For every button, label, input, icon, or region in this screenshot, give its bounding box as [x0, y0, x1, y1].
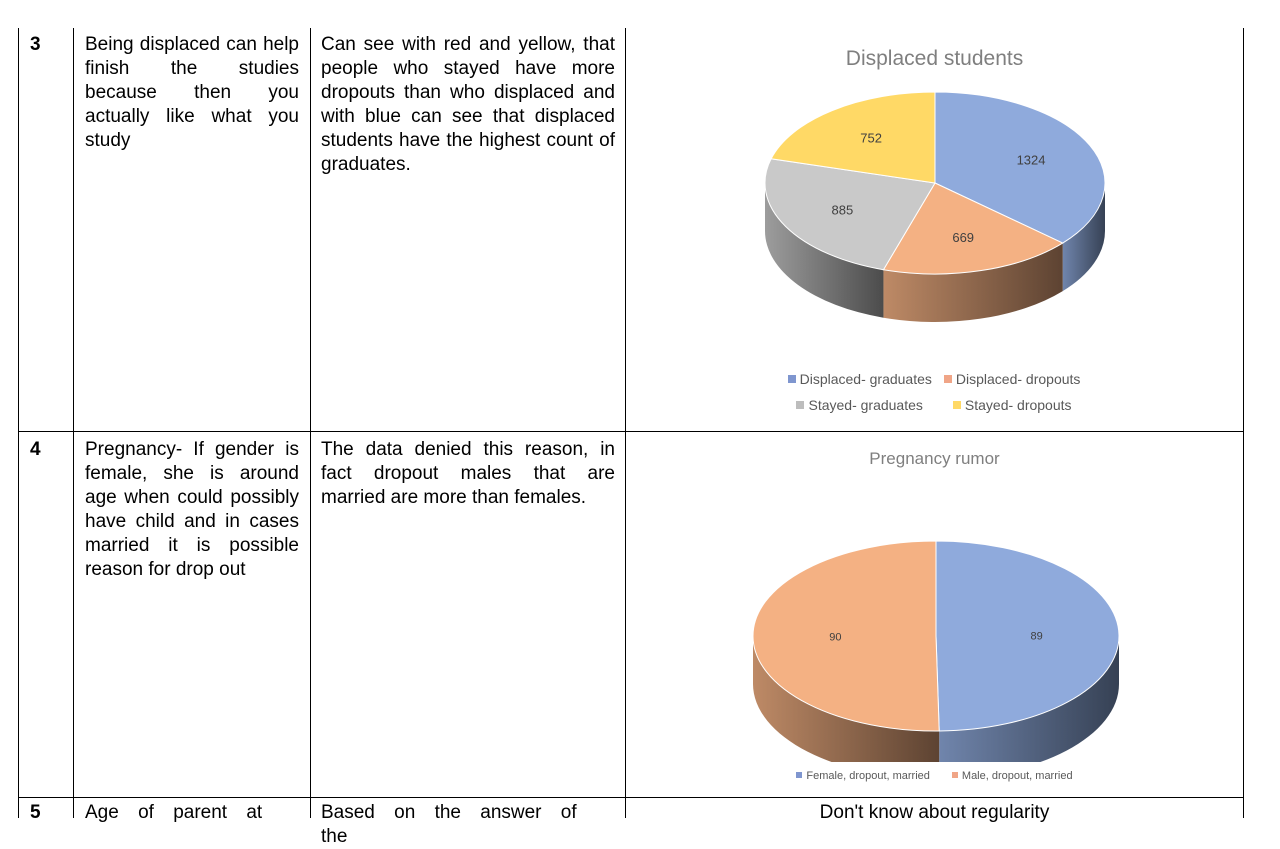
pie-chart: 89 90 — [752, 540, 1120, 762]
legend-item: Displaced- dropouts — [943, 366, 1080, 392]
finding-cell: Based on the answer of the — [321, 802, 577, 847]
pie-slice-side — [939, 636, 1119, 762]
pie-slice — [752, 540, 940, 732]
legend-item: Female, dropout, married — [796, 770, 930, 782]
row-number: 3 — [30, 34, 41, 55]
legend-item: Stayed- dropouts — [952, 392, 1072, 418]
row-number: 5 — [30, 802, 41, 823]
conclusion-cell: Don't know about regularity — [819, 802, 1050, 823]
legend-swatch — [796, 401, 805, 410]
reason-cell: Pregnancy- If gender is female, she is a… — [85, 439, 299, 580]
chart-title: Pregnancy rumor — [869, 449, 1000, 468]
table-column-divider — [310, 28, 311, 818]
pie-slice — [770, 91, 936, 184]
pie-slice — [935, 540, 1120, 732]
findings-table: 3 Being displaced can help finish the st… — [18, 28, 1244, 847]
chart-title: Displaced students — [845, 47, 1024, 70]
pie-slice — [934, 91, 1106, 244]
pie-chart: 1324 669 885 752 — [764, 91, 1106, 322]
data-label: 90 — [829, 631, 841, 643]
pie-slice — [882, 182, 1064, 275]
chart-legend: Female, dropout, married Male, dropout, m… — [626, 770, 1243, 782]
pregnancy-rumor-chart: Pregnancy rumor 89 90 Female, dropout, ma… — [626, 432, 1243, 797]
legend-item: Male, dropout, married — [951, 770, 1073, 782]
legend-item: Displaced- graduates — [787, 366, 932, 392]
table-border-right — [1243, 28, 1244, 818]
legend-swatch — [943, 375, 952, 384]
row-number: 4 — [30, 439, 41, 460]
pie-slice-side — [753, 636, 940, 762]
reason-cell: Being displaced can help finish the stud… — [85, 34, 299, 151]
table-row-divider — [18, 797, 1244, 798]
data-label: 89 — [1031, 630, 1043, 642]
displaced-students-chart: Displaced students 1324 669 885 752 Displac… — [626, 28, 1243, 430]
legend-swatch — [787, 375, 796, 384]
chart-legend: Displaced- graduates Displaced- dropouts … — [724, 366, 1144, 418]
finding-cell: The data denied this reason, in fact dro… — [321, 439, 615, 508]
legend-swatch — [796, 772, 803, 779]
table-border-left — [18, 28, 19, 818]
pie-slice-side — [765, 183, 884, 318]
data-label: 752 — [860, 131, 882, 146]
table-column-divider — [625, 28, 626, 818]
table-row-divider — [18, 431, 1244, 432]
table-column-divider — [73, 28, 74, 818]
legend-item: Stayed- graduates — [796, 392, 923, 418]
legend-swatch — [952, 401, 961, 410]
data-label: 1324 — [1017, 152, 1046, 167]
pie-slice — [764, 158, 936, 271]
legend-swatch — [951, 772, 958, 779]
finding-cell: Can see with red and yellow, that people… — [321, 34, 615, 175]
data-label: 885 — [831, 202, 853, 217]
reason-cell: Age of parent at — [85, 802, 263, 823]
data-label: 669 — [952, 230, 974, 245]
pie-slice-side — [1062, 183, 1105, 292]
